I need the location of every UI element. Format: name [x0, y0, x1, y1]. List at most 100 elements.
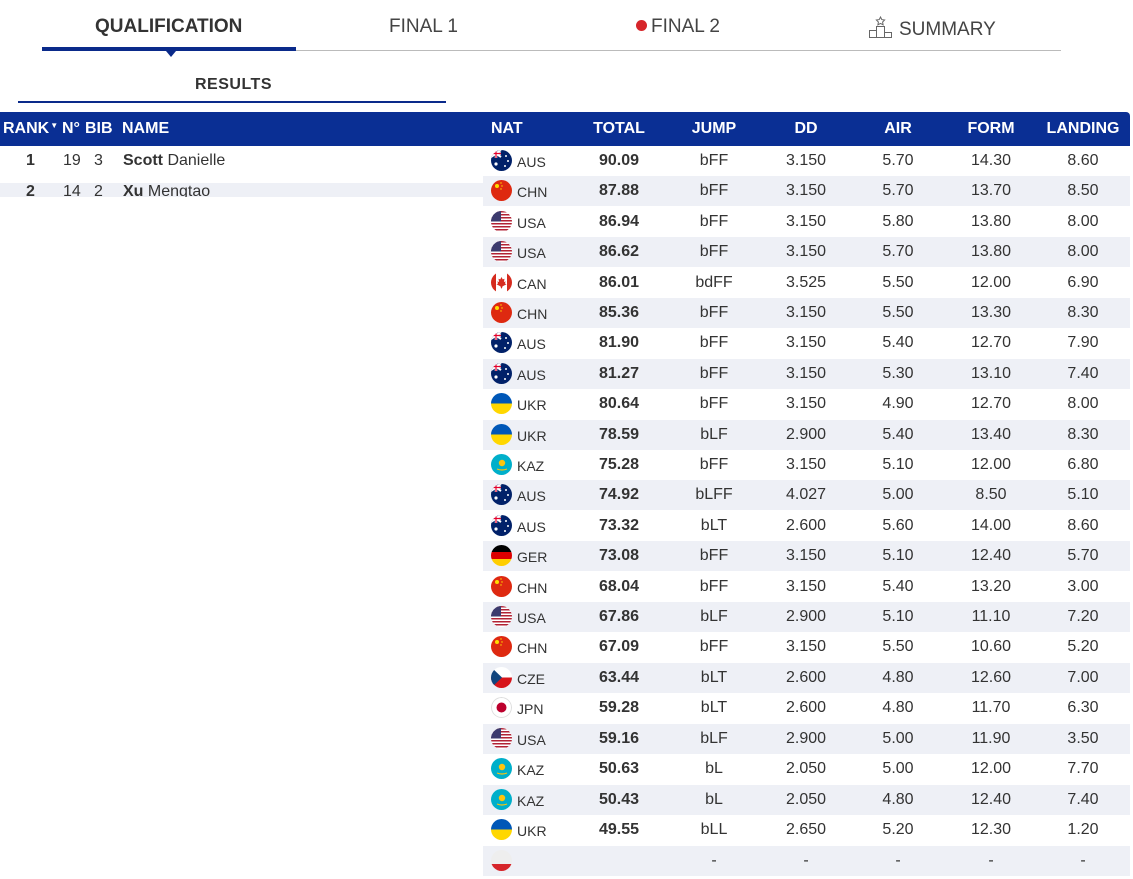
athlete-name[interactable]: Xu Mengtao: [123, 183, 210, 197]
air-cell: 5.50: [882, 274, 914, 291]
total-cell: 59.16: [598, 730, 640, 747]
dd-cell: 3.150: [785, 456, 827, 473]
air-cell: 4.80: [882, 699, 914, 716]
jump-cell: bLT: [700, 699, 728, 716]
col-bib[interactable]: BIB: [85, 120, 113, 137]
subtab-underline: [18, 101, 446, 103]
jump-cell: bFF: [699, 243, 729, 260]
result-row[interactable]: AUS 90.09 bFF 3.150 5.70 14.30 8.60: [483, 146, 1130, 176]
jump-cell: bFF: [699, 182, 729, 199]
result-row[interactable]: GER 73.08 bFF 3.150 5.10 12.40 5.70: [483, 541, 1130, 571]
result-row[interactable]: CHN 85.36 bFF 3.150 5.50 13.30 8.30: [483, 298, 1130, 328]
result-row[interactable]: CHN 67.09 bFF 3.150 5.50 10.60 5.20: [483, 632, 1130, 662]
nat-code: AUS: [517, 488, 546, 504]
nat-code: USA: [517, 732, 546, 748]
ukr-flag-icon: [491, 819, 512, 840]
landing-cell: 7.20: [1067, 608, 1099, 625]
air-cell: 5.00: [882, 730, 914, 747]
air-cell: 5.10: [882, 608, 914, 625]
result-row[interactable]: USA 67.86 bLF 2.900 5.10 11.10 7.20: [483, 602, 1130, 632]
landing-cell: 7.40: [1067, 365, 1099, 382]
athlete-row[interactable]: 2 14 2 Xu Mengtao: [0, 183, 483, 197]
result-row[interactable]: USA 59.16 bLF 2.900 5.00 11.90 3.50: [483, 724, 1130, 754]
air-cell: 5.10: [882, 456, 914, 473]
total-cell: 67.86: [598, 608, 640, 625]
subtab-results[interactable]: RESULTS: [195, 76, 272, 93]
jump-cell: bLT: [700, 669, 728, 686]
result-row[interactable]: AUS 81.90 bFF 3.150 5.40 12.70 7.90: [483, 328, 1130, 358]
jump-cell: bLF: [700, 426, 728, 443]
dd-cell: 3.150: [785, 578, 827, 595]
result-row[interactable]: AUS 73.32 bLT 2.600 5.60 14.00 8.60: [483, 511, 1130, 541]
tab-summary[interactable]: SUMMARY: [868, 16, 996, 41]
dd-cell: 3.150: [785, 243, 827, 260]
athlete-last-name: Scott: [123, 152, 163, 169]
col-form[interactable]: FORM: [967, 120, 1015, 137]
podium-icon: [869, 16, 892, 38]
bib-cell: 2: [94, 183, 103, 197]
col-name[interactable]: NAME: [122, 120, 170, 137]
col-no[interactable]: N°: [62, 120, 80, 137]
result-row[interactable]: USA 86.62 bFF 3.150 5.70 13.80 8.00: [483, 237, 1130, 267]
landing-cell: 8.30: [1067, 304, 1099, 321]
air-cell: 5.70: [882, 152, 914, 169]
active-tab-caret: [166, 51, 176, 57]
result-row[interactable]: KAZ 50.63 bL 2.050 5.00 12.00 7.70: [483, 754, 1130, 784]
tab-final-2[interactable]: FINAL 2: [636, 16, 720, 38]
jump-cell: bFF: [699, 365, 729, 382]
landing-cell: 8.60: [1067, 517, 1099, 534]
can-flag-icon: [491, 272, 512, 293]
nat-code: USA: [517, 245, 546, 261]
air-cell: 5.20: [882, 821, 914, 838]
result-row[interactable]: USA 86.94 bFF 3.150 5.80 13.80 8.00: [483, 207, 1130, 237]
tab-qualification[interactable]: QUALIFICATION: [95, 16, 242, 38]
form-cell: 12.30: [970, 821, 1012, 838]
col-dd[interactable]: DD: [794, 120, 818, 137]
air-cell: 5.70: [882, 243, 914, 260]
result-row[interactable]: CZE 63.44 bLT 2.600 4.80 12.60 7.00: [483, 663, 1130, 693]
form-cell: 12.00: [970, 456, 1012, 473]
col-total[interactable]: TOTAL: [593, 120, 645, 137]
col-landing[interactable]: LANDING: [1046, 120, 1120, 137]
dd-cell: 2.050: [785, 760, 827, 777]
aus-flag-icon: [491, 332, 512, 353]
rank-cell: 1: [26, 152, 35, 169]
col-rank[interactable]: RANK▼: [3, 120, 58, 138]
result-row[interactable]: -----: [483, 846, 1130, 876]
col-nat[interactable]: NAT: [491, 120, 523, 137]
total-cell: 86.94: [598, 213, 640, 230]
jpn-flag-icon: [491, 697, 512, 718]
col-air[interactable]: AIR: [884, 120, 912, 137]
form-cell: 13.70: [970, 182, 1012, 199]
col-jump[interactable]: JUMP: [691, 120, 737, 137]
form-cell: 11.70: [971, 699, 1011, 716]
air-cell: 5.00: [882, 486, 914, 503]
nat-code: AUS: [517, 519, 546, 535]
aus-flag-icon: [491, 150, 512, 171]
col-rank-label: RANK: [3, 120, 50, 137]
result-row[interactable]: UKR 49.55 bLL 2.650 5.20 12.30 1.20: [483, 815, 1130, 845]
landing-cell: 8.60: [1067, 152, 1099, 169]
result-row[interactable]: CHN 68.04 bFF 3.150 5.40 13.20 3.00: [483, 572, 1130, 602]
result-row[interactable]: UKR 78.59 bLF 2.900 5.40 13.40 8.30: [483, 420, 1130, 450]
result-row[interactable]: CHN 87.88 bFF 3.150 5.70 13.70 8.50: [483, 176, 1130, 206]
form-cell: 12.00: [970, 274, 1012, 291]
result-row[interactable]: UKR 80.64 bFF 3.150 4.90 12.70 8.00: [483, 389, 1130, 419]
total-cell: 50.63: [598, 760, 640, 777]
result-row[interactable]: KAZ 75.28 bFF 3.150 5.10 12.00 6.80: [483, 450, 1130, 480]
athlete-row[interactable]: 1 19 3 Scott Danielle: [0, 146, 483, 176]
athlete-name[interactable]: Scott Danielle: [123, 152, 225, 170]
air-cell: -: [895, 852, 901, 869]
result-row[interactable]: CAN 86.01 bdFF 3.525 5.50 12.00 6.90: [483, 268, 1130, 298]
dd-cell: 4.027: [785, 486, 827, 503]
jump-cell: bLL: [700, 821, 728, 838]
tab-final-1[interactable]: FINAL 1: [389, 16, 458, 38]
dd-cell: 3.150: [785, 182, 827, 199]
total-cell: 49.55: [598, 821, 640, 838]
result-row[interactable]: AUS 81.27 bFF 3.150 5.30 13.10 7.40: [483, 359, 1130, 389]
tab-final-2-label: FINAL 2: [651, 16, 720, 37]
result-row[interactable]: JPN 59.28 bLT 2.600 4.80 11.70 6.30: [483, 693, 1130, 723]
result-row[interactable]: KAZ 50.43 bL 2.050 4.80 12.40 7.40: [483, 785, 1130, 815]
result-row[interactable]: AUS 74.92 bLFF 4.027 5.00 8.50 5.10: [483, 480, 1130, 510]
athlete-row-clipped: 2 14 2 Xu Mengtao: [0, 183, 483, 197]
